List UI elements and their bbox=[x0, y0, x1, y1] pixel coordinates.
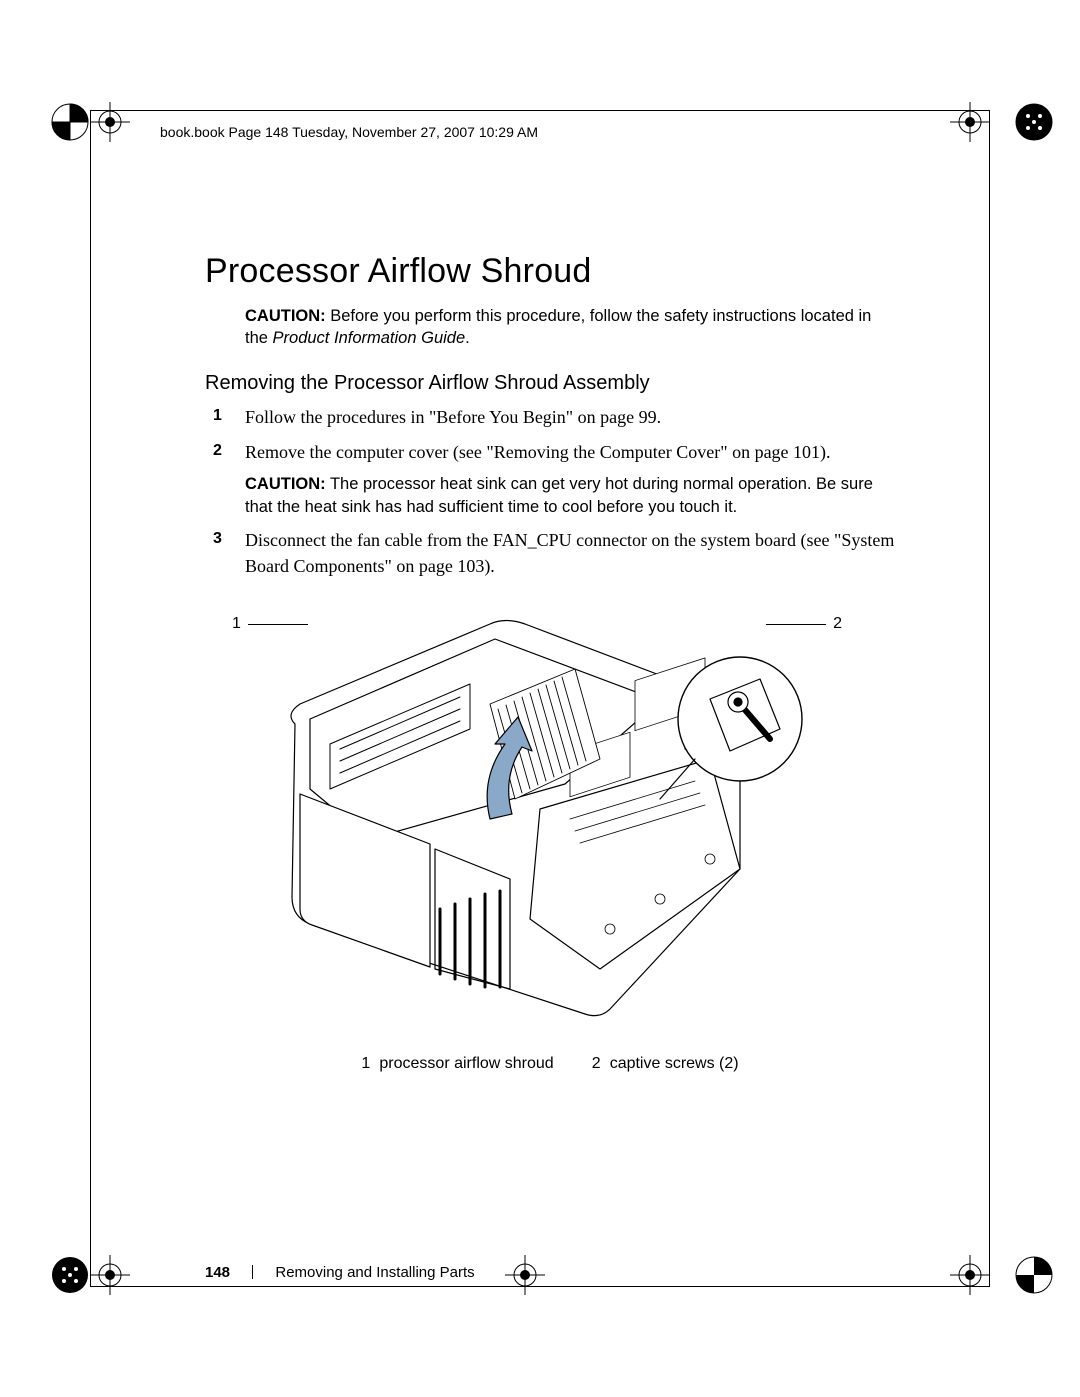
crop-rule-left bbox=[90, 110, 91, 1287]
callout-1-leader bbox=[248, 624, 308, 625]
callout-2: 2 bbox=[833, 615, 842, 633]
step-text: Disconnect the fan cable from the FAN_CP… bbox=[245, 530, 894, 575]
product-info-guide: Product Information Guide bbox=[273, 329, 466, 347]
legend-item-2: 2captive screws (2) bbox=[592, 1055, 739, 1073]
page-content: Processor Airflow Shroud CAUTION: Before… bbox=[205, 252, 895, 1073]
step-number: 2 bbox=[213, 440, 222, 462]
manual-page: book.book Page 148 Tuesday, November 27,… bbox=[0, 0, 1080, 1397]
exploded-diagram: 1 2 bbox=[240, 609, 860, 1029]
page-title: Processor Airflow Shroud bbox=[205, 252, 895, 291]
step-2: 2 Remove the computer cover (see "Removi… bbox=[205, 440, 895, 519]
crop-mark-bottom-center bbox=[495, 1245, 585, 1305]
subheading: Removing the Processor Airflow Shroud As… bbox=[205, 372, 895, 395]
caution-text: The processor heat sink can get very hot… bbox=[245, 475, 873, 516]
crop-mark-bottom-left bbox=[48, 1245, 138, 1305]
crop-mark-bottom-right bbox=[942, 1245, 1032, 1305]
callout-2-leader bbox=[766, 624, 826, 625]
step-number: 3 bbox=[213, 528, 222, 550]
step-3: 3 Disconnect the fan cable from the FAN_… bbox=[205, 528, 895, 578]
footer-separator bbox=[252, 1265, 253, 1279]
caution-text-2: . bbox=[465, 329, 470, 347]
diagram-legend: 1processor airflow shroud 2captive screw… bbox=[205, 1055, 895, 1073]
step-1: 1 Follow the procedures in "Before You B… bbox=[205, 405, 895, 430]
caution-top: CAUTION: Before you perform this procedu… bbox=[245, 305, 895, 350]
computer-chassis-illustration bbox=[240, 609, 860, 1029]
section-name: Removing and Installing Parts bbox=[275, 1264, 474, 1281]
caution-label: CAUTION: bbox=[245, 307, 326, 325]
step-number: 1 bbox=[213, 405, 222, 427]
crop-rule-top bbox=[90, 110, 990, 111]
callout-1: 1 bbox=[232, 615, 241, 633]
caution-mid: CAUTION: The processor heat sink can get… bbox=[245, 473, 895, 519]
running-head: book.book Page 148 Tuesday, November 27,… bbox=[160, 124, 538, 140]
caution-label: CAUTION: bbox=[245, 475, 326, 493]
page-number: 148 bbox=[205, 1264, 230, 1281]
crop-mark-top-right bbox=[942, 92, 1032, 152]
crop-mark-top-left bbox=[48, 92, 138, 152]
step-text: Follow the procedures in "Before You Beg… bbox=[245, 407, 661, 427]
crop-rule-right bbox=[989, 110, 990, 1287]
page-footer: 148 Removing and Installing Parts bbox=[205, 1264, 475, 1281]
legend-item-1: 1processor airflow shroud bbox=[361, 1055, 553, 1073]
step-text: Remove the computer cover (see "Removing… bbox=[245, 442, 831, 462]
step-list: 1 Follow the procedures in "Before You B… bbox=[205, 405, 895, 579]
